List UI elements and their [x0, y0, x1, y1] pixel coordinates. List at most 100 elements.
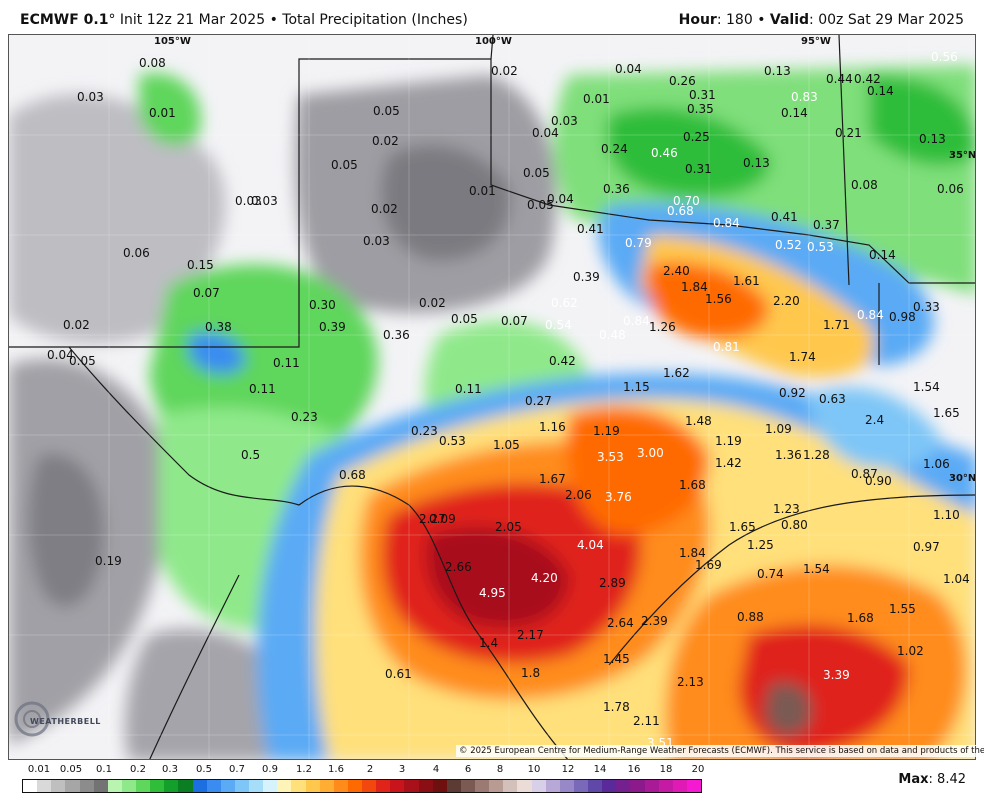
- precip-value-label: 0.84: [623, 314, 650, 328]
- precip-value-label: 0.63: [819, 392, 846, 406]
- precip-value-label: 1.16: [539, 420, 566, 434]
- precip-value-label: 0.02: [419, 296, 446, 310]
- precip-value-label: 0.07: [193, 286, 220, 300]
- legend-color-swatch: [446, 780, 461, 792]
- precip-value-label: 0.11: [273, 356, 300, 370]
- precip-value-label: 0.39: [573, 270, 600, 284]
- precip-value-label: 0.05: [527, 198, 554, 212]
- degree-mark: °: [108, 12, 116, 28]
- precip-value-label: 0.19: [95, 554, 122, 568]
- precip-value-label: 0.23: [291, 410, 318, 424]
- max-number: : 8.42: [928, 772, 966, 787]
- precip-value-label: 0.14: [781, 106, 808, 120]
- legend-color-swatch: [333, 780, 348, 792]
- precip-value-label: 0.80: [781, 518, 808, 532]
- legend-color-swatch: [630, 780, 645, 792]
- precip-value-label: 0.15: [187, 258, 214, 272]
- legend-color-swatch: [23, 780, 38, 792]
- boundaries: [9, 35, 975, 759]
- legend-color-swatch: [319, 780, 334, 792]
- precip-map[interactable]: 105°W 100°W 95°W 35°N 30°N 0.08 0.03 0.01 0…: [8, 34, 976, 760]
- precip-value-label: 0.84: [857, 308, 884, 322]
- precip-value-label: 0.03: [551, 114, 578, 128]
- precip-value-label: 0.03: [235, 194, 262, 208]
- precip-value-label: 0.13: [743, 156, 770, 170]
- legend-color-swatch: [150, 780, 165, 792]
- precip-value-label: 0.05: [451, 312, 478, 326]
- precip-value-label: 0.06: [123, 246, 150, 260]
- precip-value-label: 3.39: [823, 668, 850, 682]
- legend-tick-label: 6: [464, 764, 472, 775]
- bullet-separator-2: •: [757, 12, 766, 28]
- precip-value-label: 2.06: [565, 488, 592, 502]
- precip-value-label: 0.11: [455, 382, 482, 396]
- precip-value-label: 1.10: [933, 508, 960, 522]
- precip-value-label: 1.06: [923, 457, 950, 471]
- max-value: Max: 8.42: [898, 772, 966, 787]
- precip-value-label: 3.00: [637, 446, 664, 460]
- precip-value-label: 2.20: [773, 294, 800, 308]
- legend-tick-label: 3: [398, 764, 406, 775]
- precip-value-label: 0.31: [689, 88, 716, 102]
- precip-value-label: 0.37: [813, 218, 840, 232]
- legend-tick-label: 18: [659, 764, 673, 775]
- precip-value-label: 4.04: [577, 538, 604, 552]
- precip-value-label: 0.01: [583, 92, 610, 106]
- legend-color-swatch: [672, 780, 687, 792]
- legend-tick-label: 0.7: [229, 764, 245, 775]
- legend-tick-label: 1.6: [328, 764, 344, 775]
- precip-value-label: 1.04: [943, 572, 970, 586]
- legend-color-swatch: [65, 780, 80, 792]
- init-time: Init 12z 21 Mar 2025: [119, 12, 266, 28]
- legend-tick-label: 0.01: [27, 764, 51, 775]
- precip-value-label: 0.05: [523, 166, 550, 180]
- precip-value-label: 1.68: [847, 611, 874, 625]
- precip-value-label: 0.84: [713, 216, 740, 230]
- precip-value-label: 2.11: [633, 714, 660, 728]
- precip-value-label: 0.01: [469, 184, 496, 198]
- precip-value-label: 1.15: [623, 380, 650, 394]
- legend-tick-label: 0.3: [162, 764, 178, 775]
- legend-tick-label: 14: [593, 764, 607, 775]
- precip-value-label: 2.64: [607, 616, 634, 630]
- precip-value-label: 0.52: [775, 238, 802, 252]
- precip-value-label: 2.4: [865, 413, 884, 427]
- precip-value-label: 1.42: [715, 456, 742, 470]
- legend-color-swatch: [249, 780, 264, 792]
- legend-color-swatch: [531, 780, 546, 792]
- precip-value-label: 0.26: [669, 74, 696, 88]
- precip-fill: [9, 65, 975, 759]
- precip-value-label: 0.68: [339, 468, 366, 482]
- legend-color-swatch: [305, 780, 320, 792]
- precip-value-label: 0.05: [373, 104, 400, 118]
- precip-value-label: 0.14: [869, 248, 896, 262]
- legend-tick-label: 0.2: [130, 764, 146, 775]
- legend-color-swatch: [136, 780, 151, 792]
- map-svg: 105°W 100°W 95°W 35°N 30°N 0.08 0.03 0.01 0…: [9, 35, 976, 759]
- legend-color-swatch: [503, 780, 518, 792]
- legend-tick-label: 10: [527, 764, 541, 775]
- lat-30-label: 30°N: [949, 473, 976, 484]
- precip-value-label: 1.84: [679, 546, 706, 560]
- precip-value-label: 0.38: [205, 320, 232, 334]
- legend-color-swatch: [588, 780, 603, 792]
- header-bar: ECMWF 0.1° Init 12z 21 Mar 2025 • Total …: [0, 0, 984, 34]
- precip-value-label: 0.36: [383, 328, 410, 342]
- precip-value-label: 0.11: [249, 382, 276, 396]
- precip-value-label: 0.08: [851, 178, 878, 192]
- legend-color-swatch: [376, 780, 391, 792]
- legend-color-swatch: [347, 780, 362, 792]
- precip-value-label: 0.5: [241, 448, 260, 462]
- precip-value-label: 0.98: [889, 310, 916, 324]
- legend-color-swatch: [362, 780, 377, 792]
- precip-value-label: 0.13: [764, 64, 791, 78]
- valid-value: : 00z Sat 29 Mar 2025: [809, 12, 964, 28]
- header-title: ECMWF 0.1° Init 12z 21 Mar 2025 • Total …: [20, 12, 468, 28]
- precip-value-label: 0.61: [385, 667, 412, 681]
- precip-value-label: 2.27: [419, 512, 446, 526]
- legend-color-swatch: [79, 780, 94, 792]
- precip-value-label: 0.25: [683, 130, 710, 144]
- legend-tick-label: 12: [561, 764, 575, 775]
- precip-value-label: 0.03: [363, 234, 390, 248]
- precip-value-label: 1.09: [765, 422, 792, 436]
